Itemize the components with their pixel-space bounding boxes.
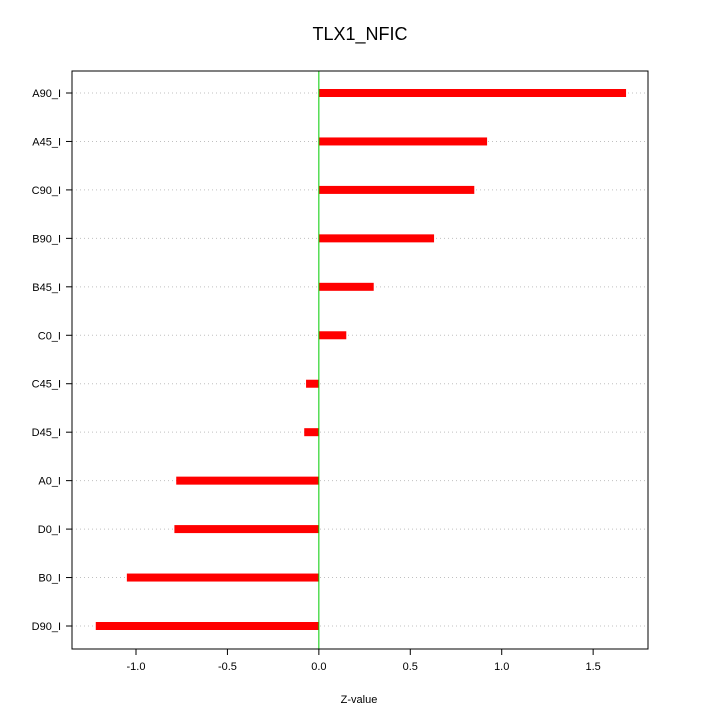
y-tick-label: B0_I [38,573,61,585]
chart-title: TLX1_NFIC [312,24,407,45]
y-tick-label: A90_I [32,88,61,100]
x-tick-label: -0.5 [218,661,237,673]
y-tick-label: A45_I [32,136,61,148]
x-tick-label: 0.0 [311,661,326,673]
y-tick-label: D90_I [32,621,61,633]
x-tick-label: -1.0 [127,661,146,673]
bar-C45_I [306,379,319,388]
bar-B90_I [318,234,435,243]
bar-A45_I [318,137,488,146]
bar-A90_I [318,89,627,97]
y-tick-label: B90_I [32,233,61,245]
bar-B0_I [126,573,319,582]
y-tick-label: B45_I [32,282,61,294]
x-tick-label: 1.0 [494,661,509,673]
bars [95,89,627,630]
y-tick-label: C45_I [32,379,61,391]
y-tick-label: D45_I [32,427,61,439]
bar-D90_I [95,622,319,630]
y-tick-label: C90_I [32,185,61,197]
bar-D0_I [174,525,319,534]
y-tick-label: C0_I [38,330,61,342]
x-tick-label: 0.5 [403,661,418,673]
y-tick-label: D0_I [38,524,61,536]
plot-frame [71,70,649,650]
y-axis: A90_I A45_I C90_I B90_I B45_I C0_I C45_I D45_I A… [32,88,72,633]
bar-C90_I [318,185,475,194]
y-tick-label: A0_I [38,476,61,488]
x-tick-label: 1.5 [585,661,600,673]
bar-B45_I [318,282,374,291]
grid-lines [72,92,648,627]
bar-A0_I [176,476,319,485]
x-axis: -1.0 -0.5 0.0 0.5 1.0 1.5 [127,649,601,673]
x-axis-label: Z-value [341,694,378,706]
bar-C0_I [318,331,347,340]
bar-D45_I [304,428,319,437]
